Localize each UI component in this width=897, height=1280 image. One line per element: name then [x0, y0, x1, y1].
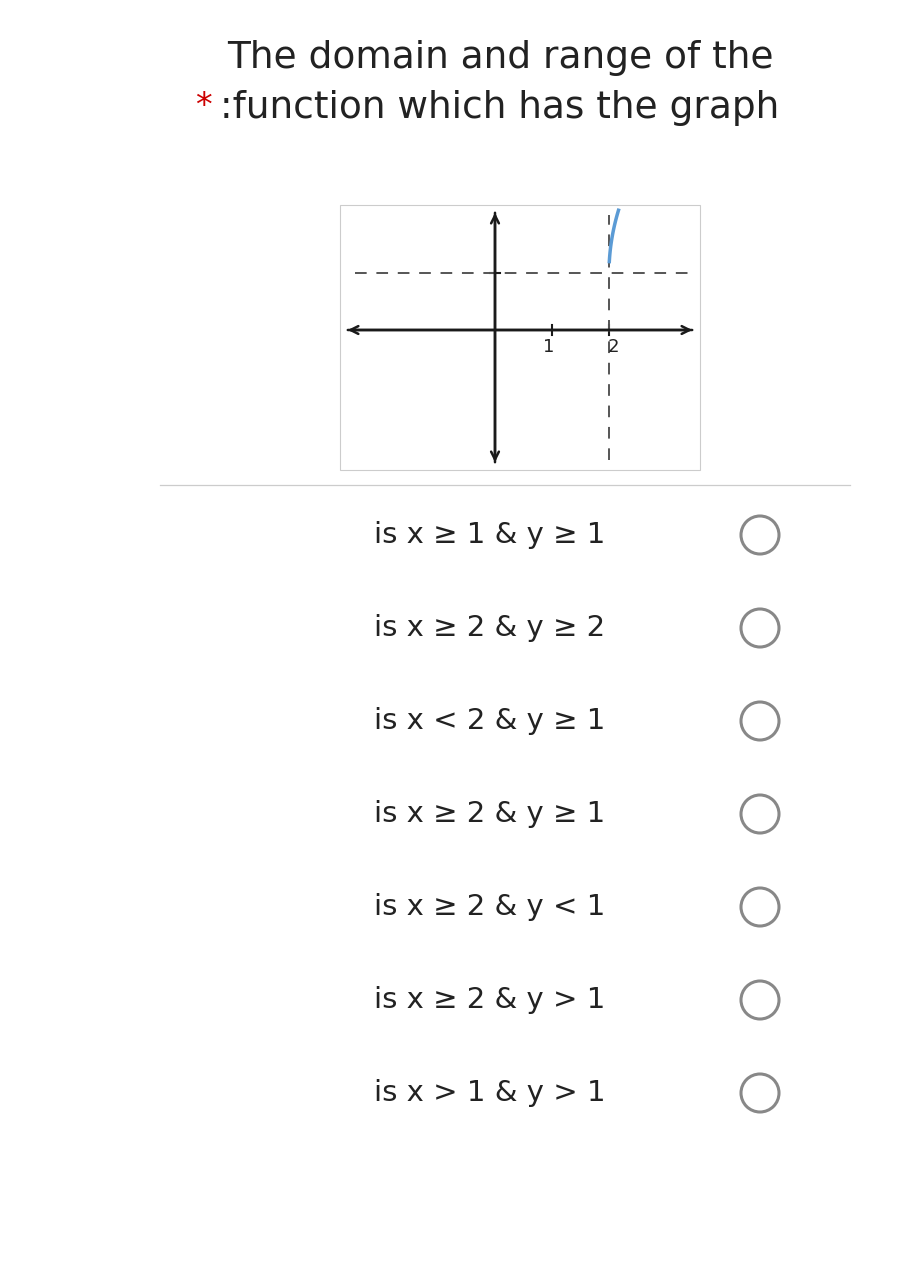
Text: is x ≥ 2 & y > 1: is x ≥ 2 & y > 1: [374, 986, 605, 1014]
Text: is x < 2 & y ≥ 1: is x < 2 & y ≥ 1: [374, 707, 605, 735]
Text: is x ≥ 2 & y ≥ 1: is x ≥ 2 & y ≥ 1: [374, 800, 605, 828]
Text: *: *: [195, 90, 212, 123]
Text: is x ≥ 1 & y ≥ 1: is x ≥ 1 & y ≥ 1: [374, 521, 605, 549]
FancyBboxPatch shape: [340, 205, 700, 470]
Text: 1: 1: [544, 338, 554, 356]
Text: is x ≥ 2 & y ≥ 2: is x ≥ 2 & y ≥ 2: [374, 614, 605, 643]
Text: :function which has the graph: :function which has the graph: [221, 90, 779, 125]
Text: is x > 1 & y > 1: is x > 1 & y > 1: [374, 1079, 605, 1107]
Text: The domain and range of the: The domain and range of the: [227, 40, 773, 76]
Text: 2: 2: [607, 338, 619, 356]
Text: is x ≥ 2 & y < 1: is x ≥ 2 & y < 1: [374, 893, 605, 922]
